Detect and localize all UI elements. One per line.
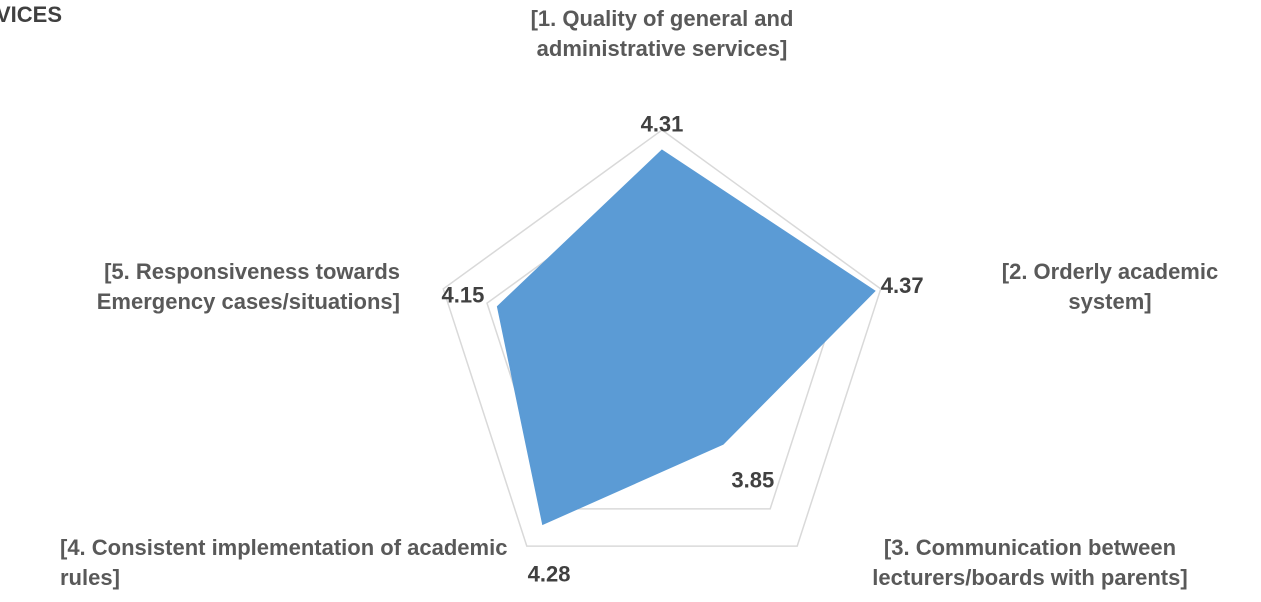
data-label: 3.85 <box>731 468 774 493</box>
grid-ring <box>442 129 882 547</box>
data-label: 4.15 <box>442 283 485 308</box>
category-label: [1. Quality of general and administrativ… <box>530 6 794 61</box>
category-label: [2. Orderly academic system] <box>1001 259 1219 314</box>
data-label: 4.37 <box>881 273 924 298</box>
category-label: [5. Responsiveness towards Emergency cas… <box>96 259 400 314</box>
category-label: [4. Consistent implementation of academi… <box>60 535 508 590</box>
chart-title: VICES <box>0 2 63 27</box>
radar-area <box>496 149 876 526</box>
category-label: [3. Communication between lecturers/boar… <box>872 535 1188 590</box>
data-label: 4.31 <box>641 112 684 137</box>
data-label: 4.28 <box>528 562 571 587</box>
